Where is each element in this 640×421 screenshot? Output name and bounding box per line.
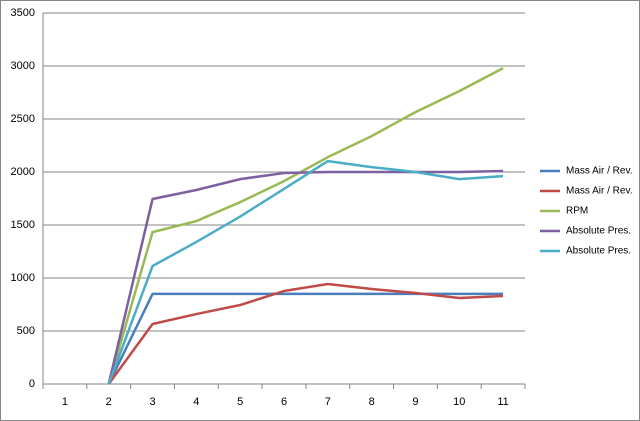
x-tick-label: 6 (281, 396, 287, 408)
y-tick-label: 1500 (11, 219, 35, 231)
legend-label: Mass Air / Rev. (566, 166, 633, 177)
legend-label: RPM (566, 206, 588, 217)
y-tick-label: 3000 (11, 60, 35, 72)
x-tick-label: 11 (497, 396, 508, 408)
x-tick-label: 1 (62, 396, 68, 408)
legend-label: Mass Air / Rev. (566, 186, 633, 197)
series-line (107, 67, 504, 385)
y-tick-label: 2500 (11, 113, 35, 125)
x-tick-label: 8 (369, 396, 375, 408)
x-tick-label: 7 (325, 396, 331, 408)
y-tick-label: 2000 (11, 166, 35, 178)
x-tick-label: 10 (453, 396, 465, 408)
legend-label: Absolute Pres. (566, 226, 631, 237)
y-tick-label: 0 (29, 378, 35, 390)
x-tick-label: 4 (193, 396, 199, 408)
series-line (107, 159, 504, 385)
series-line (107, 292, 504, 385)
legend-label: Absolute Pres. (566, 246, 631, 257)
x-tick-label: 2 (106, 396, 112, 408)
x-tick-label: 5 (237, 396, 243, 408)
y-tick-label: 500 (17, 325, 35, 337)
x-tick-label: 3 (149, 396, 155, 408)
y-tick-label: 1000 (11, 272, 35, 284)
x-tick-label: 9 (412, 396, 418, 408)
series-line (107, 282, 504, 385)
series-line (107, 169, 504, 385)
y-tick-label: 3500 (11, 7, 35, 19)
